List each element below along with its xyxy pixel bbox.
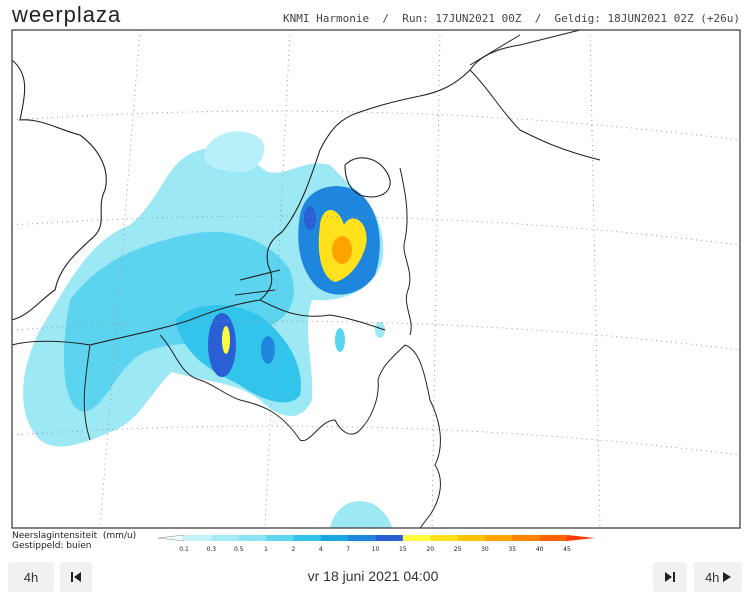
legend-tick-label: 45 [563, 546, 571, 553]
legend-tick-label: 4 [319, 546, 323, 553]
precip-moderate [335, 328, 345, 352]
legend: 0.1 0.3 0.5 1 2 4 7 10 15 20 25 30 35 40 45 [157, 534, 595, 553]
skip-back-icon [71, 572, 81, 582]
legend-tail [157, 534, 185, 542]
map-panel: weerplaza KNMI Harmonie / Run: 17JUN2021… [11, 2, 741, 553]
grid-line [431, 29, 441, 529]
legend-tick-label: 10 [372, 546, 380, 553]
coastline [11, 29, 581, 346]
borders [83, 34, 601, 529]
graticule [11, 29, 741, 529]
legend-tick-label: 20 [426, 546, 434, 553]
current-time: vr 18 juni 2021 04:00 [307, 568, 439, 584]
legend-swatch [375, 535, 404, 541]
border [469, 34, 601, 161]
legend-swatch [293, 535, 322, 541]
precip-extreme [332, 236, 352, 264]
precip-very-heavy [222, 326, 230, 354]
legend-title: Neerslagintensiteit (mm/u) [12, 531, 136, 541]
coastline [344, 157, 391, 198]
skip-forward-icon [665, 572, 675, 582]
legend-tick-label: 40 [536, 546, 544, 553]
grid-line [11, 320, 741, 351]
grid-line [11, 215, 741, 246]
legend-swatch [266, 535, 294, 541]
border [159, 334, 441, 529]
map [11, 29, 741, 529]
legend-swatch [211, 535, 240, 541]
legend-swatch [238, 535, 267, 541]
legend-tick-label: 7 [346, 546, 350, 553]
legend-arrow [567, 535, 595, 541]
grid-line [264, 29, 291, 529]
legend-swatch [484, 535, 513, 541]
legend-swatch [402, 535, 431, 541]
logo: weerplaza [11, 2, 121, 27]
skip-back-button[interactable] [60, 562, 92, 592]
forward-icon [723, 572, 732, 582]
legend-tick-label: 30 [481, 546, 489, 553]
legend-swatch [430, 535, 459, 541]
legend-tick-label: 15 [399, 546, 407, 553]
coastline [234, 269, 281, 296]
coastlines [11, 29, 581, 346]
precip-light [204, 131, 265, 173]
step-forward-label: 4h [704, 569, 720, 585]
legend-tick-label: 1 [264, 546, 268, 553]
legend-swatch [457, 535, 486, 541]
legend-swatch [184, 535, 212, 541]
precip-heavy [304, 206, 316, 230]
precip-moderate [175, 305, 301, 403]
legend-tick-label: 0.1 [179, 546, 189, 553]
legend-tick-label: 35 [508, 546, 516, 553]
legend-swatch [320, 535, 349, 541]
border [83, 344, 91, 441]
grid-line [11, 110, 741, 141]
legend-tick-label: 2 [292, 546, 296, 553]
step-back-button[interactable]: 4h [8, 562, 54, 592]
grid-line [589, 29, 601, 529]
legend-swatch [512, 535, 541, 541]
legend-subtitle: Gestippeld: buien [12, 541, 91, 551]
border [259, 299, 386, 331]
map-frame [11, 29, 741, 529]
legend-tick-label: 0.3 [207, 546, 217, 553]
precip-heavy [261, 336, 275, 364]
precip-heavy [208, 313, 236, 377]
border [399, 167, 412, 336]
legend-swatch [539, 535, 568, 541]
legend-tick-label: 0.5 [234, 546, 244, 553]
coastline [11, 59, 107, 321]
skip-forward-button[interactable] [653, 562, 687, 592]
grid-line [11, 425, 741, 456]
step-forward-button[interactable]: 4h [694, 562, 742, 592]
precip-light [330, 501, 392, 528]
model-info: KNMI Harmonie / Run: 17JUN2021 00Z / Gel… [283, 12, 740, 25]
legend-tick-label: 25 [454, 546, 462, 553]
precip-light [375, 322, 385, 338]
legend-swatch [348, 535, 376, 541]
